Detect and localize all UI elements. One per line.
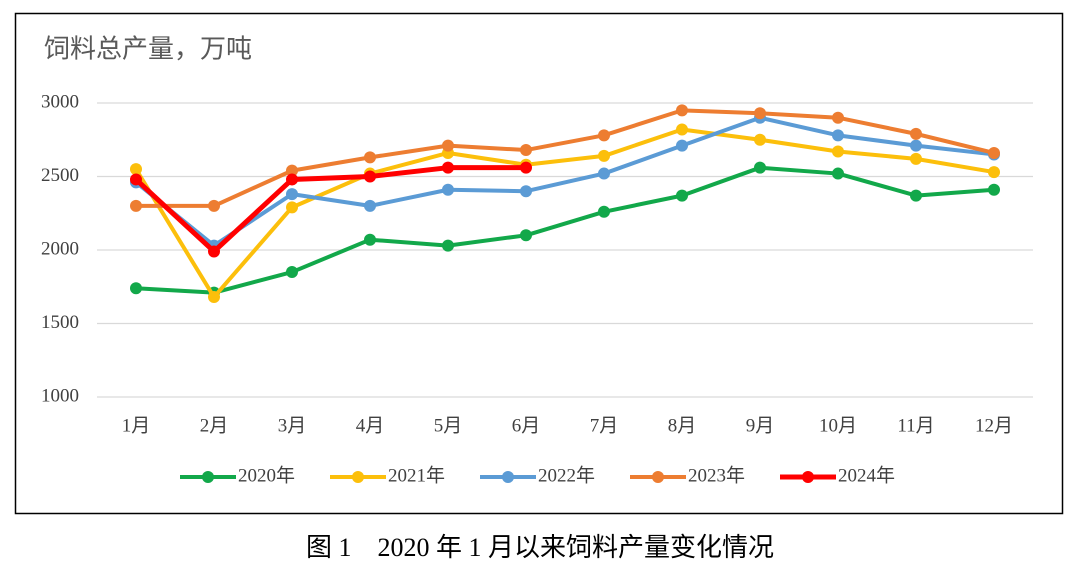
data-point bbox=[286, 173, 298, 186]
legend-label: 2020年 bbox=[238, 464, 295, 486]
series-line bbox=[135, 165, 995, 295]
y-tick-label: 3000 bbox=[41, 91, 79, 112]
data-point bbox=[910, 127, 922, 140]
x-tick-label: 8月 bbox=[668, 415, 697, 436]
series-line bbox=[134, 115, 995, 248]
x-tick-label: 3月 bbox=[278, 415, 307, 436]
data-point bbox=[130, 282, 142, 295]
data-point bbox=[364, 151, 376, 164]
data-point bbox=[754, 107, 766, 120]
data-point bbox=[520, 229, 532, 242]
y-tick-label: 2000 bbox=[41, 238, 79, 259]
x-tick-label: 2月 bbox=[200, 415, 229, 436]
data-point bbox=[754, 161, 766, 174]
x-tick-label: 6月 bbox=[512, 415, 541, 436]
data-point bbox=[676, 104, 688, 117]
legend-label: 2023年 bbox=[688, 464, 745, 486]
data-point bbox=[598, 167, 610, 180]
data-point bbox=[832, 145, 844, 158]
y-tick-label: 2500 bbox=[41, 165, 79, 186]
x-tick-label: 5月 bbox=[434, 415, 463, 436]
data-point bbox=[598, 129, 610, 142]
data-point bbox=[442, 139, 454, 152]
data-point bbox=[832, 167, 844, 180]
data-point bbox=[910, 189, 922, 202]
data-point bbox=[598, 205, 610, 218]
series-line bbox=[134, 127, 995, 300]
data-point bbox=[520, 161, 532, 174]
x-tick-label: 11月 bbox=[897, 415, 934, 436]
data-point bbox=[364, 233, 376, 246]
y-tick-label: 1000 bbox=[41, 385, 79, 406]
data-point bbox=[442, 161, 454, 174]
x-tick-label: 9月 bbox=[746, 415, 775, 436]
data-point bbox=[208, 199, 220, 212]
data-point bbox=[988, 166, 1000, 179]
x-tick-label: 4月 bbox=[356, 415, 385, 436]
x-tick-label: 10月 bbox=[819, 415, 857, 436]
legend-marker bbox=[802, 471, 814, 483]
caption: 图 1 2020 年 1 月以来饲料产量变化情况 bbox=[306, 533, 774, 562]
data-point bbox=[520, 144, 532, 157]
data-point bbox=[910, 139, 922, 152]
chart-frame bbox=[14, 12, 1064, 515]
data-point bbox=[364, 199, 376, 212]
legend-marker bbox=[652, 471, 664, 483]
data-point bbox=[442, 183, 454, 196]
data-point bbox=[130, 163, 142, 176]
data-point bbox=[676, 123, 688, 136]
data-point bbox=[676, 189, 688, 202]
data-point bbox=[286, 188, 298, 201]
series-line bbox=[136, 108, 995, 208]
legend-marker bbox=[502, 471, 514, 483]
data-point bbox=[286, 164, 298, 177]
data-point bbox=[130, 199, 142, 212]
data-point bbox=[208, 291, 220, 304]
data-point bbox=[910, 152, 922, 165]
legend-marker bbox=[202, 471, 214, 483]
data-point bbox=[598, 149, 610, 162]
legend-label: 2021年 bbox=[388, 464, 445, 486]
x-tick-label: 12月 bbox=[975, 415, 1013, 436]
legend-marker bbox=[352, 471, 364, 483]
data-point bbox=[832, 111, 844, 124]
data-point bbox=[286, 266, 298, 279]
x-tick-label: 1月 bbox=[122, 415, 151, 436]
data-point bbox=[520, 185, 532, 198]
legend-label: 2022年 bbox=[538, 464, 595, 486]
data-point bbox=[676, 139, 688, 152]
x-tick-label: 7月 bbox=[590, 415, 619, 436]
data-point bbox=[130, 173, 142, 186]
series-line bbox=[134, 165, 526, 254]
chart-title: 饲料总产量，万吨 bbox=[44, 35, 252, 65]
data-point bbox=[208, 245, 220, 258]
data-point bbox=[286, 201, 298, 214]
data-point bbox=[442, 239, 454, 252]
data-point bbox=[988, 183, 1000, 196]
data-point bbox=[364, 170, 376, 183]
y-tick-label: 1500 bbox=[41, 312, 79, 333]
data-point bbox=[754, 133, 766, 146]
legend-label: 2024年 bbox=[838, 464, 895, 486]
data-point bbox=[832, 129, 844, 142]
data-point bbox=[988, 146, 1000, 159]
